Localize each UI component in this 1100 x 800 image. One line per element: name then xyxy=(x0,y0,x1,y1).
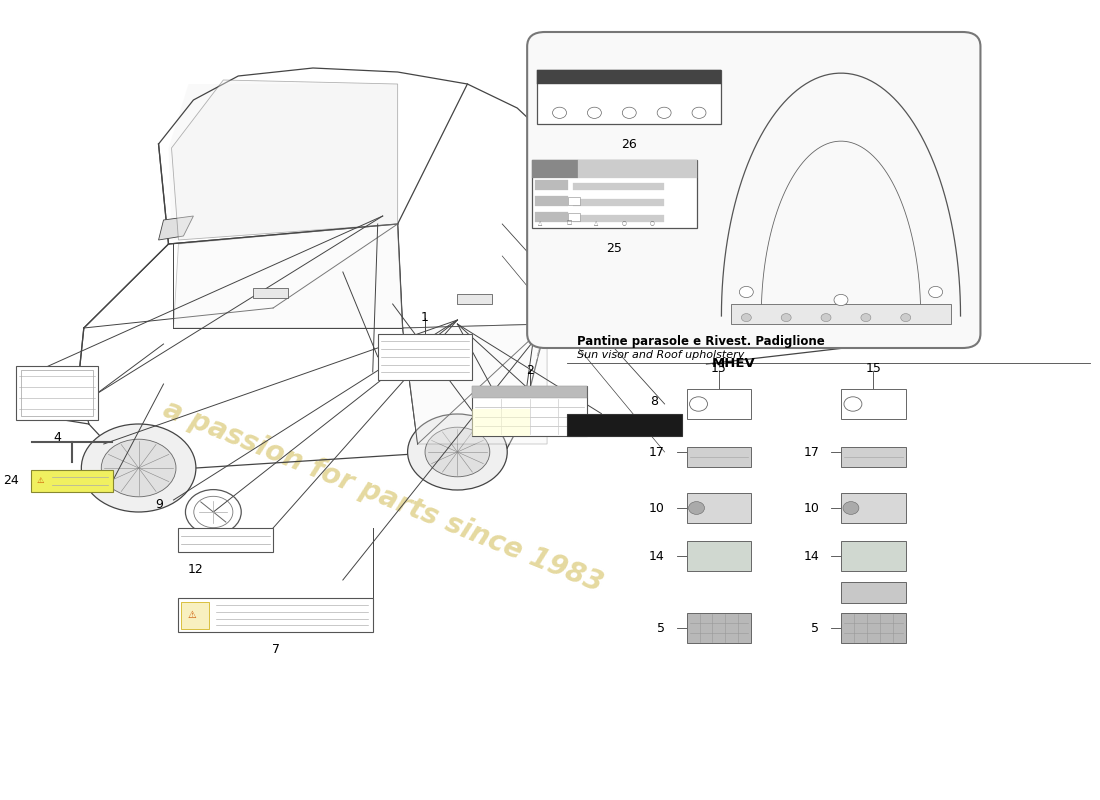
Polygon shape xyxy=(403,324,547,444)
Text: □: □ xyxy=(566,220,571,225)
Bar xyxy=(472,386,587,398)
Bar xyxy=(535,196,568,206)
Polygon shape xyxy=(168,84,397,240)
Bar xyxy=(535,212,568,222)
Bar xyxy=(21,370,92,416)
Text: 26: 26 xyxy=(621,138,637,150)
Text: 25: 25 xyxy=(606,242,623,254)
Polygon shape xyxy=(537,160,557,356)
Bar xyxy=(532,160,696,228)
Text: 17: 17 xyxy=(649,446,664,458)
Bar xyxy=(472,409,529,436)
Bar xyxy=(842,389,905,419)
Bar xyxy=(16,366,98,420)
Circle shape xyxy=(741,314,751,322)
Text: △: △ xyxy=(594,220,598,225)
Bar xyxy=(569,197,581,205)
Text: a passion for parts since 1983: a passion for parts since 1983 xyxy=(158,394,607,598)
Text: 12: 12 xyxy=(188,563,204,576)
Text: 1: 1 xyxy=(421,311,429,324)
Circle shape xyxy=(861,314,871,322)
Bar xyxy=(573,215,663,222)
Ellipse shape xyxy=(425,427,490,477)
Text: 15: 15 xyxy=(866,362,881,375)
Text: 8: 8 xyxy=(650,395,658,408)
Text: ○: ○ xyxy=(650,220,654,225)
Bar xyxy=(31,470,112,492)
Bar xyxy=(842,541,905,571)
Text: △: △ xyxy=(538,220,542,225)
Circle shape xyxy=(821,314,830,322)
Text: 14: 14 xyxy=(803,550,820,562)
Bar xyxy=(569,213,581,221)
Text: 17: 17 xyxy=(803,446,820,458)
Circle shape xyxy=(781,314,791,322)
Text: 5: 5 xyxy=(657,622,664,634)
Bar xyxy=(579,160,696,178)
Bar xyxy=(377,334,472,380)
Circle shape xyxy=(843,502,859,514)
Bar xyxy=(566,414,682,436)
Text: MHEV: MHEV xyxy=(712,358,756,370)
Circle shape xyxy=(834,294,848,306)
Text: 4: 4 xyxy=(53,431,60,444)
Text: ⚠: ⚠ xyxy=(187,610,196,620)
Text: 10: 10 xyxy=(803,502,820,514)
Text: Sun visor and Roof upholstery: Sun visor and Roof upholstery xyxy=(578,350,745,360)
Text: 24: 24 xyxy=(3,474,19,487)
Text: 14: 14 xyxy=(649,550,664,562)
Text: 15: 15 xyxy=(711,362,727,375)
Bar xyxy=(842,582,905,603)
FancyBboxPatch shape xyxy=(527,32,980,348)
Text: 5: 5 xyxy=(811,622,819,634)
Text: ○: ○ xyxy=(621,220,627,225)
Text: 9: 9 xyxy=(156,498,164,510)
Ellipse shape xyxy=(101,439,176,497)
Bar xyxy=(253,288,288,298)
Bar xyxy=(686,613,751,643)
Bar xyxy=(686,447,751,467)
Text: 10: 10 xyxy=(649,502,664,514)
Ellipse shape xyxy=(408,414,507,490)
Circle shape xyxy=(689,502,704,514)
Bar xyxy=(537,70,722,84)
Bar xyxy=(537,70,722,124)
Bar xyxy=(182,602,209,629)
Bar xyxy=(686,541,751,571)
Polygon shape xyxy=(174,224,403,328)
Bar xyxy=(842,493,905,523)
Bar xyxy=(532,160,579,178)
Bar xyxy=(535,180,568,190)
Polygon shape xyxy=(172,80,397,240)
Circle shape xyxy=(739,286,754,298)
Circle shape xyxy=(928,286,943,298)
Polygon shape xyxy=(158,216,194,240)
Bar xyxy=(178,598,373,632)
Circle shape xyxy=(901,314,911,322)
Bar xyxy=(732,304,950,324)
Bar xyxy=(842,447,905,467)
Ellipse shape xyxy=(81,424,196,512)
Bar xyxy=(178,528,273,552)
Bar xyxy=(472,386,587,436)
Text: ⚠: ⚠ xyxy=(37,476,44,486)
Text: Pantine parasole e Rivest. Padiglione: Pantine parasole e Rivest. Padiglione xyxy=(578,335,825,348)
Text: 7: 7 xyxy=(272,643,279,656)
Text: 2: 2 xyxy=(526,364,534,377)
Bar xyxy=(842,613,905,643)
Bar xyxy=(458,294,493,304)
Bar xyxy=(573,199,663,206)
Bar xyxy=(686,389,751,419)
Bar xyxy=(573,183,663,190)
Bar xyxy=(686,493,751,523)
